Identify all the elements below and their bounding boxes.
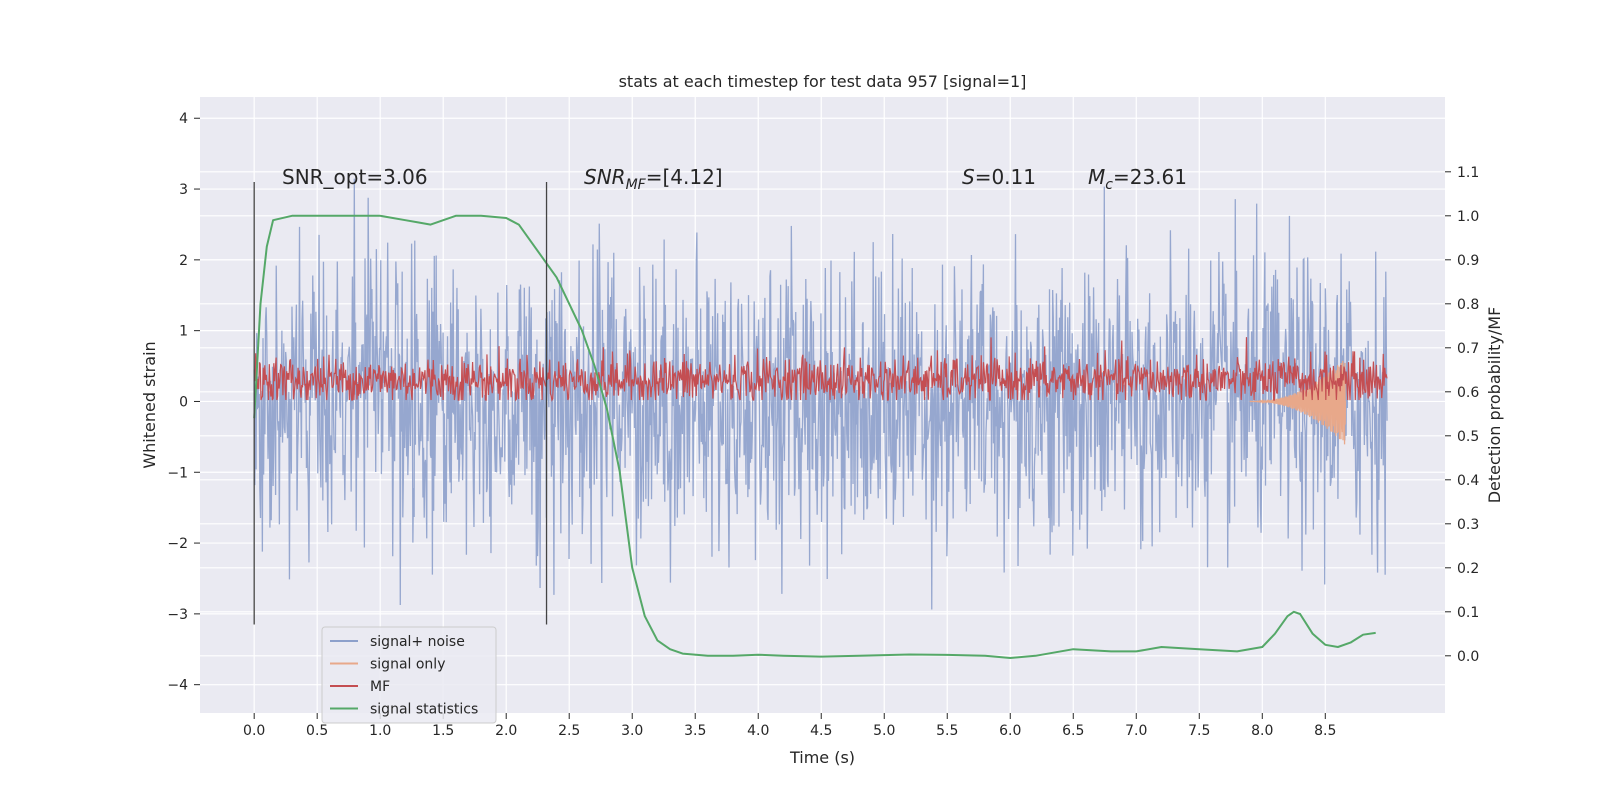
annotation-snr-mf-value: =[4.12] xyxy=(646,165,723,189)
annotation-mc-main: M xyxy=(1088,165,1105,189)
series-signal-noise xyxy=(253,178,1388,610)
chart-title: stats at each timestep for test data 957… xyxy=(619,72,1027,91)
y-tick-label: −4 xyxy=(167,678,188,694)
annotation-mc-value: =23.61 xyxy=(1113,165,1187,189)
y-tick-label: −3 xyxy=(167,607,188,623)
x-tick-label: 1.5 xyxy=(432,723,454,739)
y2-tick-label: 0.7 xyxy=(1457,341,1479,357)
y2-tick-label: 0.4 xyxy=(1457,473,1479,489)
y-tick-label: −1 xyxy=(167,465,188,481)
annotation-mc: Mc=23.61 xyxy=(1088,165,1187,193)
y2-tick-label: 0.3 xyxy=(1457,517,1479,533)
x-tick-label: 0.0 xyxy=(243,723,265,739)
annotation-snr-opt: SNR_opt=3.06 xyxy=(282,165,428,189)
x-tick-label: 2.0 xyxy=(495,723,517,739)
y2-tick-label: 1.1 xyxy=(1457,165,1479,181)
annotation-mc-sub: c xyxy=(1105,177,1113,193)
x-tick-label: 6.5 xyxy=(1062,723,1084,739)
legend-item: signal+ noise xyxy=(370,634,465,650)
x-tick-label: 5.0 xyxy=(873,723,895,739)
x-tick-label: 3.0 xyxy=(621,723,643,739)
y2-tick-label: 0.6 xyxy=(1457,385,1479,401)
y2-tick-label: 0.1 xyxy=(1457,605,1479,621)
y2-tick-label: 0.5 xyxy=(1457,429,1479,445)
x-axis-label: Time (s) xyxy=(789,748,855,767)
x-tick-label: 8.5 xyxy=(1314,723,1336,739)
annotation-s-value: =0.11 xyxy=(975,165,1036,189)
x-tick-label: 4.0 xyxy=(747,723,769,739)
y-tick-label: 1 xyxy=(179,324,188,340)
legend-box xyxy=(321,626,497,724)
y-tick-label: −2 xyxy=(167,536,188,552)
legend-item: signal only xyxy=(370,657,445,673)
y-axis-label: Whitened strain xyxy=(140,341,159,468)
x-tick-label: 4.5 xyxy=(810,723,832,739)
y2-axis-label: Detection probability/MF xyxy=(1485,307,1504,504)
x-tick-label: 6.0 xyxy=(999,723,1021,739)
y2-tick-label: 0.9 xyxy=(1457,253,1479,269)
y2-tick-label: 0.2 xyxy=(1457,561,1479,577)
legend-item: MF xyxy=(370,679,390,695)
series-signal-statistics xyxy=(253,214,1376,659)
legend: signal+ noise signal only MF signal statist… xyxy=(321,626,497,724)
x-tick-label: 1.0 xyxy=(369,723,391,739)
annotation-snr-mf-main: SNR xyxy=(584,165,626,189)
y-tick-label: 4 xyxy=(179,111,188,127)
x-tick-label: 7.0 xyxy=(1125,723,1147,739)
annotation-s-main: S xyxy=(962,165,975,189)
y-tick-label: 3 xyxy=(179,182,188,198)
annotation-s: S=0.11 xyxy=(962,165,1036,189)
x-tick-label: 7.5 xyxy=(1188,723,1210,739)
series-mf xyxy=(253,337,1388,402)
legend-item: signal statistics xyxy=(370,702,478,718)
x-tick-label: 2.5 xyxy=(558,723,580,739)
x-tick-label: 3.5 xyxy=(684,723,706,739)
x-tick-label: 8.0 xyxy=(1251,723,1273,739)
annotation-snr-mf-sub: MF xyxy=(626,177,647,193)
y2-tick-label: 0.0 xyxy=(1457,649,1479,665)
x-tick-label: 5.5 xyxy=(936,723,958,739)
y-tick-label: 0 xyxy=(179,394,188,410)
y2-tick-label: 0.8 xyxy=(1457,297,1479,313)
x-tick-label: 0.5 xyxy=(306,723,328,739)
annotation-snr-mf: SNRMF=[4.12] xyxy=(584,165,723,193)
y2-tick-label: 1.0 xyxy=(1457,209,1479,225)
y-tick-label: 2 xyxy=(179,253,188,269)
